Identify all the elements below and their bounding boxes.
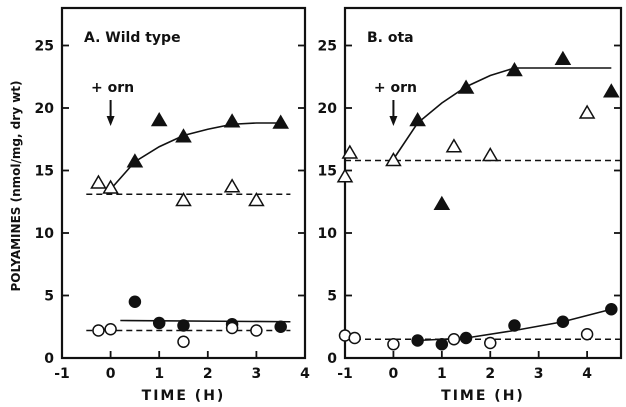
data-point-open-circle	[447, 333, 461, 346]
data-point-filled-circle	[274, 320, 287, 333]
annotation-arrow-head	[106, 116, 115, 126]
data-point-filled-circle	[435, 338, 449, 351]
solid-line	[120, 319, 291, 323]
y-tick-label: 10	[35, 226, 55, 242]
data-point-open-triangle	[445, 138, 463, 153]
x-tick-label: 2	[203, 366, 213, 382]
data-point-filled-triangle	[409, 112, 426, 127]
solid-line	[392, 67, 612, 160]
data-point-filled-triangle	[175, 128, 192, 143]
data-point-filled-triangle	[603, 83, 620, 98]
x-axis-title: TIME (H)	[441, 388, 525, 404]
plot-frame	[343, 6, 623, 360]
data-point-filled-circle	[177, 319, 190, 332]
data-point-open-triangle	[223, 178, 241, 193]
data-point-open-circle	[92, 324, 105, 337]
y-tick-label: 20	[318, 101, 338, 117]
data-point-open-circle	[177, 335, 190, 348]
data-point-filled-triangle	[506, 62, 523, 77]
data-point-filled-circle	[508, 319, 521, 332]
data-point-filled-triangle	[554, 50, 572, 65]
x-tick-label: 1	[437, 366, 447, 382]
data-point-filled-triangle	[272, 114, 290, 129]
x-tick-label: 4	[582, 366, 592, 382]
data-point-open-triangle	[385, 152, 402, 167]
data-point-open-triangle	[341, 144, 359, 159]
data-point-filled-triangle	[433, 195, 451, 210]
y-tick-label: 5	[327, 289, 337, 305]
data-point-filled-circle	[605, 303, 618, 316]
solid-line	[110, 122, 281, 190]
y-tick-label: 10	[318, 226, 338, 242]
data-point-filled-circle	[556, 315, 570, 328]
x-tick-label: 4	[300, 366, 310, 382]
x-tick-label: -1	[54, 366, 70, 382]
x-tick-label: 3	[252, 366, 262, 382]
y-tick-label: 0	[44, 351, 54, 367]
x-tick-label: 3	[534, 366, 544, 382]
data-point-open-circle	[250, 324, 263, 337]
x-tick-label: 0	[389, 366, 399, 382]
y-tick-label: 25	[35, 39, 54, 55]
y-tick-label: 15	[35, 164, 54, 180]
data-point-open-circle	[580, 328, 594, 341]
y-tick-label: 0	[327, 351, 337, 367]
data-point-filled-triangle	[150, 112, 168, 127]
data-point-filled-triangle	[457, 79, 475, 94]
y-tick-label: 25	[318, 39, 337, 55]
annotation-label: + orn	[374, 80, 417, 96]
y-tick-label: 5	[44, 289, 54, 305]
data-point-open-triangle	[578, 104, 596, 119]
data-point-open-circle	[484, 336, 497, 350]
y-tick-label: 15	[318, 164, 337, 180]
data-point-filled-circle	[411, 334, 424, 347]
x-tick-label: 1	[154, 366, 164, 382]
x-axis-title: TIME (H)	[142, 388, 226, 404]
data-point-filled-triangle	[223, 113, 241, 128]
data-point-open-triangle	[336, 168, 354, 183]
x-tick-label: 0	[106, 366, 116, 382]
x-tick-label: -1	[337, 366, 353, 382]
y-axis-label: POLYAMINES (nmol/mg, dry wt)	[9, 81, 23, 292]
plot-frame	[60, 6, 307, 360]
data-point-filled-circle	[459, 331, 473, 345]
data-point-open-triangle	[175, 192, 192, 207]
data-point-open-circle	[225, 321, 239, 335]
data-point-open-circle	[348, 331, 361, 345]
data-point-open-triangle	[90, 174, 107, 189]
data-point-open-circle	[104, 323, 117, 336]
x-tick-label: 2	[485, 366, 495, 382]
data-point-filled-triangle	[126, 153, 144, 168]
panel-title: B. ota	[367, 30, 414, 46]
data-point-open-circle	[387, 338, 400, 351]
y-tick-label: 20	[35, 101, 55, 117]
annotation-arrow-head	[389, 116, 398, 126]
data-point-filled-circle	[152, 316, 166, 330]
annotation-label: + orn	[91, 80, 134, 96]
data-point-open-triangle	[481, 147, 499, 162]
data-point-open-triangle	[102, 179, 119, 194]
data-point-open-triangle	[248, 192, 265, 207]
panel-title: A. Wild type	[84, 30, 181, 46]
data-point-filled-circle	[128, 295, 142, 308]
